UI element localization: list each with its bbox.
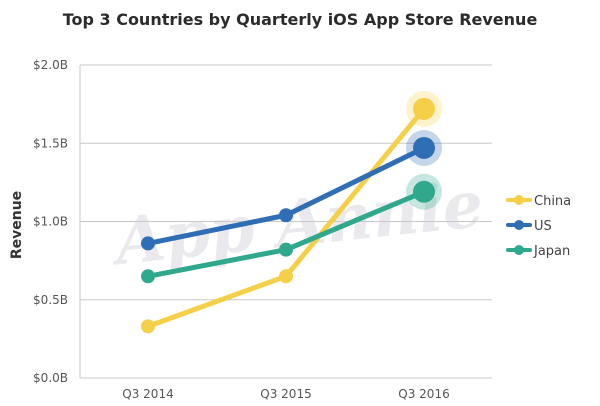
data-point-us — [413, 136, 435, 159]
legend-marker-us — [514, 220, 524, 230]
legend-label-japan: Japan — [533, 244, 570, 259]
legend-marker-china — [514, 195, 524, 205]
data-point-japan — [279, 242, 293, 257]
data-point-china — [279, 269, 293, 284]
y-tick-label: $1.5B — [33, 136, 68, 150]
y-tick-label: $1.0B — [33, 215, 68, 229]
x-tick-label: Q3 2015 — [260, 387, 311, 401]
data-point-us — [279, 208, 293, 223]
data-point-china — [141, 319, 155, 334]
data-point-japan — [141, 269, 155, 284]
series-group — [141, 90, 442, 334]
legend: China US Japan — [506, 194, 571, 259]
legend-label-us: US — [534, 219, 552, 234]
y-axis-label: Revenue — [9, 191, 25, 259]
y-axis-ticks: $0.0B $0.5B $1.0B $1.5B $2.0B — [33, 58, 68, 385]
data-point-japan — [413, 180, 435, 203]
legend-marker-japan — [514, 245, 524, 255]
legend-label-china: China — [534, 194, 571, 209]
data-point-us — [141, 236, 155, 251]
data-point-china — [413, 97, 435, 120]
y-tick-label: $2.0B — [33, 58, 68, 72]
x-tick-label: Q3 2016 — [398, 387, 449, 401]
y-tick-label: $0.5B — [33, 293, 68, 307]
y-tick-label: $0.0B — [33, 371, 68, 385]
x-axis-ticks: Q3 2014 Q3 2015 Q3 2016 — [122, 387, 449, 401]
chart-title: Top 3 Countries by Quarterly iOS App Sto… — [62, 10, 538, 29]
x-tick-label: Q3 2014 — [122, 387, 173, 401]
